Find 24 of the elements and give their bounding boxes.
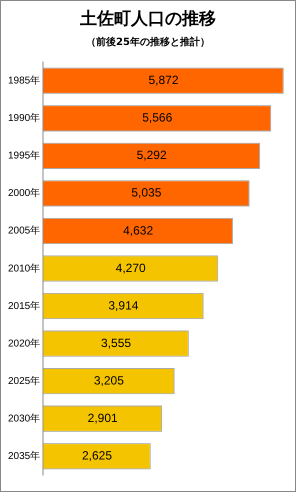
data-label: 3,205 <box>94 373 124 388</box>
data-label: 5,292 <box>136 148 167 162</box>
y-tick-label: 2000年 <box>8 187 40 200</box>
y-tick-label: 1985年 <box>8 74 40 87</box>
data-label: 5,566 <box>142 110 173 125</box>
chart-subtitle: （前後25年の推移と推計） <box>85 36 211 49</box>
y-tick-label: 2015年 <box>8 300 40 312</box>
y-tick-label: 2020年 <box>8 337 40 350</box>
data-label: 2,625 <box>82 448 112 463</box>
y-tick-label: 1990年 <box>8 112 40 124</box>
data-label: 4,632 <box>123 223 154 238</box>
data-label: 3,555 <box>101 336 132 350</box>
y-tick-label: 2030年 <box>8 412 40 424</box>
y-tick-label: 2005年 <box>8 224 40 237</box>
y-tick-label: 2010年 <box>8 262 40 274</box>
chart-title: 土佐町人口の推移 <box>79 8 217 30</box>
data-label: 4,270 <box>116 260 146 275</box>
y-tick-label: 2035年 <box>8 450 40 462</box>
y-tick-label: 2025年 <box>8 374 40 387</box>
data-label: 3,914 <box>108 298 139 312</box>
data-label: 5,035 <box>131 186 162 200</box>
data-label: 2,901 <box>88 410 118 425</box>
data-label: 5,872 <box>148 73 179 88</box>
y-tick-label: 1995年 <box>8 150 40 162</box>
